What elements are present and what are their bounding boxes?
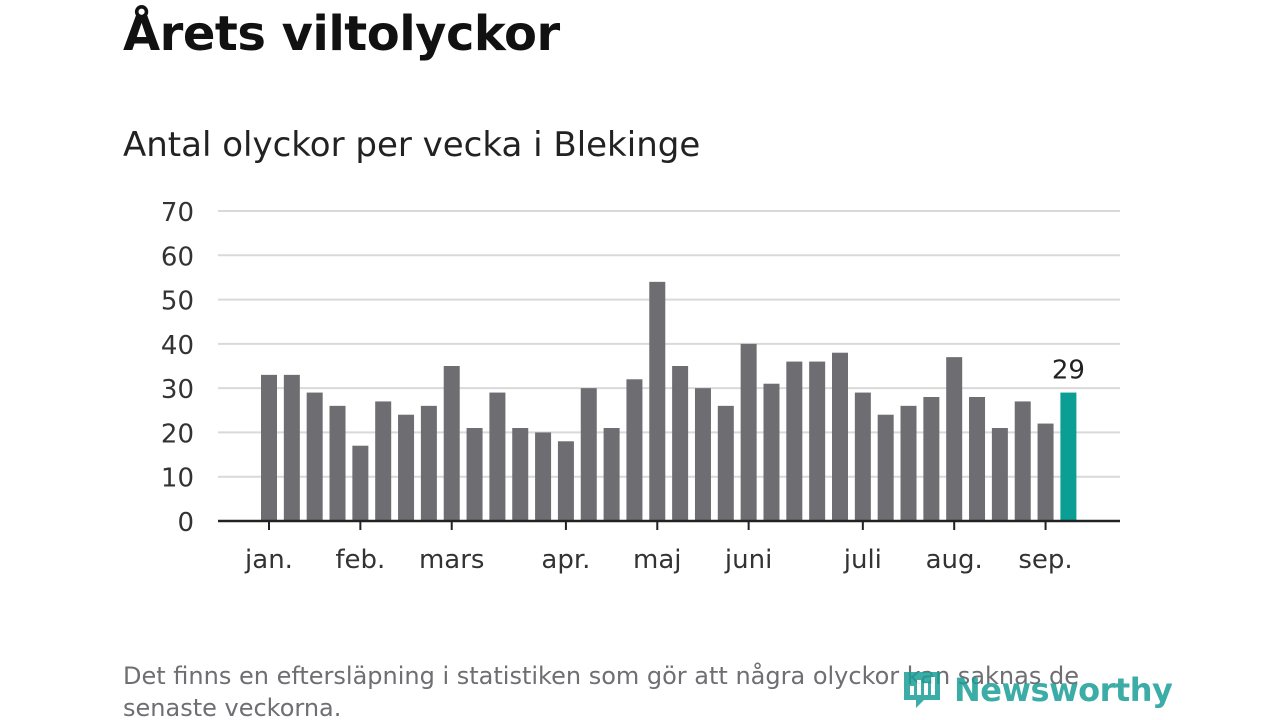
bar bbox=[854, 392, 871, 521]
y-axis-tick-labels: 0 10 20 30 40 50 60 70 bbox=[161, 198, 194, 538]
bar bbox=[877, 414, 894, 521]
x-tick-label: juni bbox=[724, 545, 772, 575]
brand-logo: Newsworthy bbox=[900, 668, 1173, 712]
y-tick-label: 0 bbox=[177, 508, 194, 538]
bar bbox=[535, 432, 552, 521]
x-axis bbox=[218, 519, 1120, 530]
bar bbox=[398, 414, 415, 521]
x-tick-label: jan. bbox=[244, 545, 293, 575]
bar bbox=[1014, 401, 1031, 521]
bar bbox=[900, 405, 917, 521]
bar bbox=[946, 357, 963, 521]
brand-name: Newsworthy bbox=[954, 671, 1173, 709]
bar bbox=[557, 441, 574, 521]
bar bbox=[375, 401, 392, 521]
bar bbox=[672, 366, 689, 521]
bar bbox=[649, 281, 666, 521]
x-tick-label: juli bbox=[843, 545, 882, 575]
bars bbox=[261, 281, 1077, 521]
x-tick-label: maj bbox=[633, 545, 681, 575]
bar bbox=[261, 374, 277, 521]
bar bbox=[717, 405, 734, 521]
y-tick-label: 30 bbox=[161, 375, 194, 405]
bar bbox=[352, 445, 369, 521]
bar bbox=[466, 428, 483, 521]
bar bbox=[580, 388, 597, 521]
bar bbox=[512, 428, 529, 521]
bar bbox=[694, 388, 711, 521]
bar bbox=[420, 405, 437, 521]
bar bbox=[443, 366, 460, 521]
chart-subtitle: Antal olyckor per vecka i Blekinge bbox=[123, 125, 701, 165]
bar bbox=[489, 392, 506, 521]
y-tick-label: 60 bbox=[161, 242, 194, 272]
bar bbox=[786, 361, 803, 521]
bar bbox=[991, 428, 1008, 521]
y-tick-label: 70 bbox=[161, 198, 194, 228]
newsworthy-logo-icon bbox=[904, 672, 940, 708]
x-tick-label: mars bbox=[419, 545, 485, 575]
bar bbox=[923, 397, 940, 521]
bar bbox=[329, 405, 346, 521]
bar bbox=[763, 383, 780, 521]
bar bbox=[740, 343, 757, 521]
page-title: Årets viltolyckor bbox=[123, 6, 560, 62]
data-labels: 29 bbox=[1052, 356, 1085, 386]
x-tick-label: sep. bbox=[1018, 545, 1072, 575]
x-tick-label: apr. bbox=[541, 545, 590, 575]
data-label-highlight: 29 bbox=[1052, 356, 1085, 386]
bar bbox=[603, 428, 620, 521]
bar bbox=[832, 352, 848, 521]
x-axis-tick-labels: jan. feb. mars apr. maj juni juli aug. sep. bbox=[244, 545, 1073, 575]
bar bbox=[809, 361, 826, 521]
y-tick-label: 50 bbox=[161, 287, 194, 317]
y-tick-label: 20 bbox=[161, 419, 194, 449]
bar bbox=[626, 379, 643, 521]
bar-highlight bbox=[1060, 392, 1077, 521]
x-tick-label: feb. bbox=[335, 545, 385, 575]
bar bbox=[283, 374, 300, 521]
y-tick-label: 40 bbox=[161, 331, 194, 361]
bar bbox=[306, 392, 323, 521]
bar bbox=[1037, 423, 1054, 521]
bar bbox=[969, 397, 986, 521]
y-tick-label: 10 bbox=[161, 464, 194, 494]
x-tick-label: aug. bbox=[926, 545, 983, 575]
